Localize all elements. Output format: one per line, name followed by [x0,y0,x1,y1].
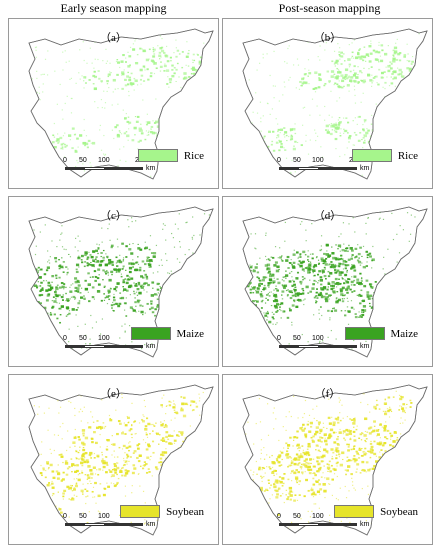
legend-label: Maize [390,327,418,340]
region-outline [28,28,214,180]
map-panel-b: （b） 0 50 100 200 km Rice [222,18,433,189]
scale-tick: 50 [79,157,87,164]
scale-tick: 0 [277,513,281,520]
scale-unit: km [146,521,156,528]
scale-tick: 0 [277,335,281,342]
legend-swatch [334,505,375,518]
map-panel-c: （c） 0 50 100 200 km Maize [8,196,219,367]
legend-label: Rice [183,149,204,162]
region-map [28,28,214,180]
legend-swatch [344,327,385,340]
scale-tick: 0 [63,335,67,342]
region-outline [242,384,428,536]
panel-label: （d） [313,210,342,222]
scale-bar-line [279,345,357,348]
legend: Rice [137,149,204,162]
legend-label: Rice [397,149,418,162]
panel-label: （b） [313,32,342,44]
map-panel-d: （d） 0 50 100 200 km Maize [222,196,433,367]
region-map [242,384,428,536]
column-title-early: Early season mapping [60,1,167,15]
scale-tick: 0 [63,513,67,520]
panel-label: （a） [100,32,127,44]
scale-tick: 50 [293,335,301,342]
scale-bar-line [65,523,143,526]
legend-label: Soybean [166,505,204,518]
region-outline [242,28,428,180]
map-panel-e: （e） 0 50 100 200 km Soybean [8,374,219,545]
panel-label: （f） [314,388,341,400]
legend-swatch [130,327,171,340]
scale-tick: 100 [98,335,110,342]
legend: Maize [130,327,204,340]
scale-tick: 0 [63,157,67,164]
region-outline [28,206,214,358]
region-map [242,206,428,358]
region-map [242,28,428,180]
panel-label: （e） [100,388,127,400]
scale-bar-line [65,167,143,170]
scale-tick: 50 [79,513,87,520]
legend: Soybean [120,505,204,518]
scale-unit: km [360,521,370,528]
scale-tick: 50 [293,157,301,164]
region-map [28,384,214,536]
legend: Rice [351,149,418,162]
scale-unit: km [360,343,370,350]
scale-tick: 0 [277,157,281,164]
region-outline [28,384,214,536]
panel-label: （c） [100,210,127,222]
scale-bar-line [279,523,357,526]
legend-swatch [137,149,178,162]
scale-tick: 100 [98,513,110,520]
legend-swatch [120,505,161,518]
scale-tick: 100 [312,335,324,342]
scale-tick: 50 [79,335,87,342]
scale-unit: km [146,165,156,172]
scale-bar-line [65,345,143,348]
map-panel-a: （a） 0 50 100 200 km Rice [8,18,219,189]
legend-swatch [351,149,392,162]
legend: Maize [344,327,418,340]
scale-tick: 50 [293,513,301,520]
scale-unit: km [360,165,370,172]
region-outline [242,206,428,358]
scale-bar-line [279,167,357,170]
region-map [28,206,214,358]
legend-label: Maize [176,327,204,340]
legend: Soybean [334,505,418,518]
scale-tick: 100 [98,157,110,164]
column-title-post: Post-season mapping [278,1,381,15]
map-panel-f: （f） 0 50 100 200 km Soybean [222,374,433,545]
legend-label: Soybean [380,505,418,518]
scale-unit: km [146,343,156,350]
scale-tick: 100 [312,513,324,520]
scale-tick: 100 [312,157,324,164]
